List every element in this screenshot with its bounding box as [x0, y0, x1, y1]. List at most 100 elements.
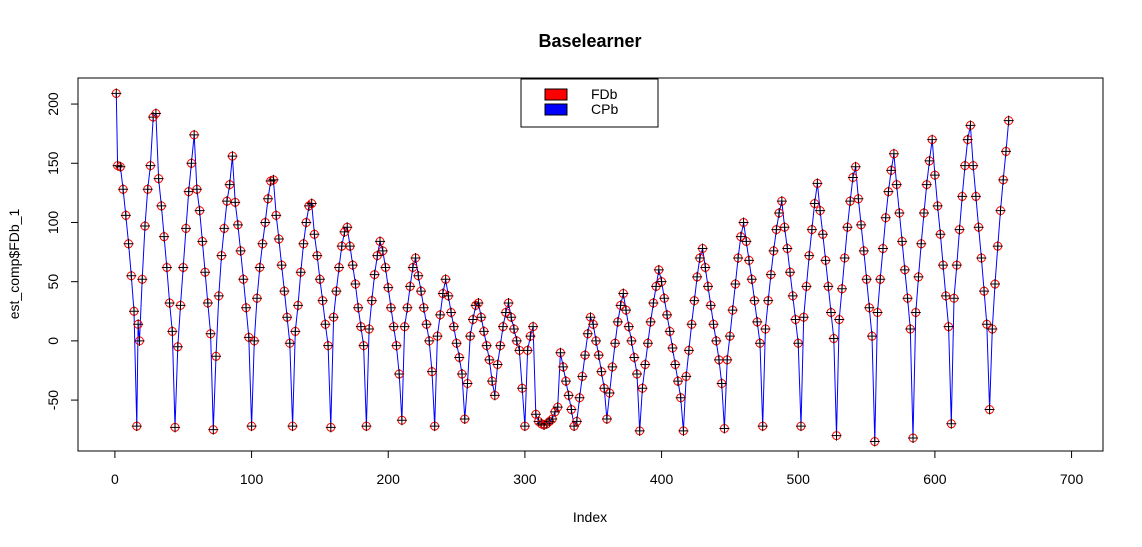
data-point-cpb — [839, 252, 850, 263]
data-point-cpb — [987, 324, 998, 335]
data-point-cpb — [153, 173, 164, 184]
data-point-cpb — [287, 421, 298, 432]
data-point-cpb — [391, 340, 402, 351]
data-point-cpb — [314, 274, 325, 285]
data-point-cpb — [806, 224, 817, 235]
data-point-cpb — [418, 302, 429, 313]
data-point-cpb — [508, 324, 519, 335]
data-point-cpb — [970, 191, 981, 202]
data-point-cpb — [375, 236, 386, 247]
data-point-cpb — [172, 341, 183, 352]
series-layer — [111, 88, 1014, 447]
data-point-cpb — [402, 302, 413, 313]
data-point-cpb — [353, 302, 364, 313]
data-point-cpb — [662, 309, 673, 320]
data-point-cpb — [593, 350, 604, 361]
data-point-cpb — [979, 286, 990, 297]
data-point-cpb — [519, 421, 530, 432]
data-point-cpb — [681, 371, 692, 382]
data-point-cpb — [413, 270, 424, 281]
data-point-cpb — [410, 252, 421, 263]
data-point-cpb — [571, 416, 582, 427]
data-point-cpb — [861, 274, 872, 285]
data-point-cpb — [705, 300, 716, 311]
data-point-cpb — [577, 371, 588, 382]
data-point-cpb — [331, 286, 342, 297]
data-point-cpb — [1003, 115, 1014, 126]
data-point-cpb — [678, 425, 689, 436]
data-point-cpb — [498, 321, 509, 332]
data-point-cpb — [481, 340, 492, 351]
data-point-cpb — [249, 335, 260, 346]
data-point-cpb — [823, 281, 834, 292]
data-point-cpb — [651, 281, 662, 292]
data-point-cpb — [888, 148, 899, 159]
data-point-cpb — [812, 178, 823, 189]
data-point-cpb — [476, 312, 487, 323]
data-point-cpb — [697, 243, 708, 254]
data-point-cpb — [396, 415, 407, 426]
data-point-cpb — [197, 236, 208, 247]
data-point-cpb — [703, 281, 714, 292]
data-point-cpb — [815, 205, 826, 216]
data-point-cpb — [842, 222, 853, 233]
data-point-cpb — [826, 307, 837, 318]
x-tick-label: 700 — [1060, 471, 1084, 487]
data-point-cpb — [590, 335, 601, 346]
chart-title: Baselearner — [538, 31, 641, 51]
data-point-cpb — [293, 300, 304, 311]
data-point-cpb — [664, 326, 675, 337]
data-point-cpb — [238, 274, 249, 285]
data-point-cpb — [741, 236, 752, 247]
data-point-cpb — [875, 274, 886, 285]
data-point-cpb — [429, 421, 440, 432]
data-point-cpb — [462, 378, 473, 389]
data-point-cpb — [776, 196, 787, 207]
data-point-cpb — [342, 222, 353, 233]
y-tick-label: 0 — [45, 337, 61, 345]
data-point-cpb — [886, 165, 897, 176]
data-point-cpb — [626, 335, 637, 346]
data-point-cpb — [943, 321, 954, 332]
data-point-cpb — [252, 293, 263, 304]
data-point-cpb — [517, 383, 528, 394]
data-point-cpb — [621, 305, 632, 316]
data-point-cpb — [711, 335, 722, 346]
data-point-cpb — [273, 234, 284, 245]
data-point-cpb — [478, 326, 489, 337]
data-point-cpb — [719, 423, 730, 434]
data-point-cpb — [323, 340, 334, 351]
data-point-cpb — [645, 316, 656, 327]
data-point-cpb — [369, 269, 380, 280]
data-point-cpb — [656, 276, 667, 287]
legend-label: CPb — [591, 101, 618, 117]
plot-frame — [77, 77, 1104, 452]
data-point-cpb — [965, 120, 976, 131]
data-point-cpb — [558, 361, 569, 372]
data-point-cpb — [424, 335, 435, 346]
x-tick-label: 500 — [787, 471, 811, 487]
data-point-cpb — [880, 212, 891, 223]
data-point-cpb — [133, 319, 144, 330]
data-point-cpb — [268, 174, 279, 185]
data-point-cpb — [131, 421, 142, 432]
data-point-cpb — [350, 279, 361, 290]
data-point-cpb — [279, 286, 290, 297]
data-point-cpb — [440, 274, 451, 285]
data-point-cpb — [629, 352, 640, 363]
data-point-cpb — [670, 359, 681, 370]
data-point-cpb — [355, 321, 366, 332]
data-point-cpb — [241, 302, 252, 313]
data-point-cpb — [399, 321, 410, 332]
y-tick-label: 100 — [45, 211, 61, 235]
data-point-cpb — [768, 245, 779, 256]
data-point-cpb — [528, 321, 539, 332]
data-point-cpb — [730, 279, 741, 290]
data-point-cpb — [850, 161, 861, 172]
data-point-cpb — [752, 316, 763, 327]
data-point-cpb — [503, 297, 514, 308]
data-point-cpb — [358, 340, 369, 351]
data-point-cpb — [700, 262, 711, 273]
data-point-cpb — [749, 295, 760, 306]
